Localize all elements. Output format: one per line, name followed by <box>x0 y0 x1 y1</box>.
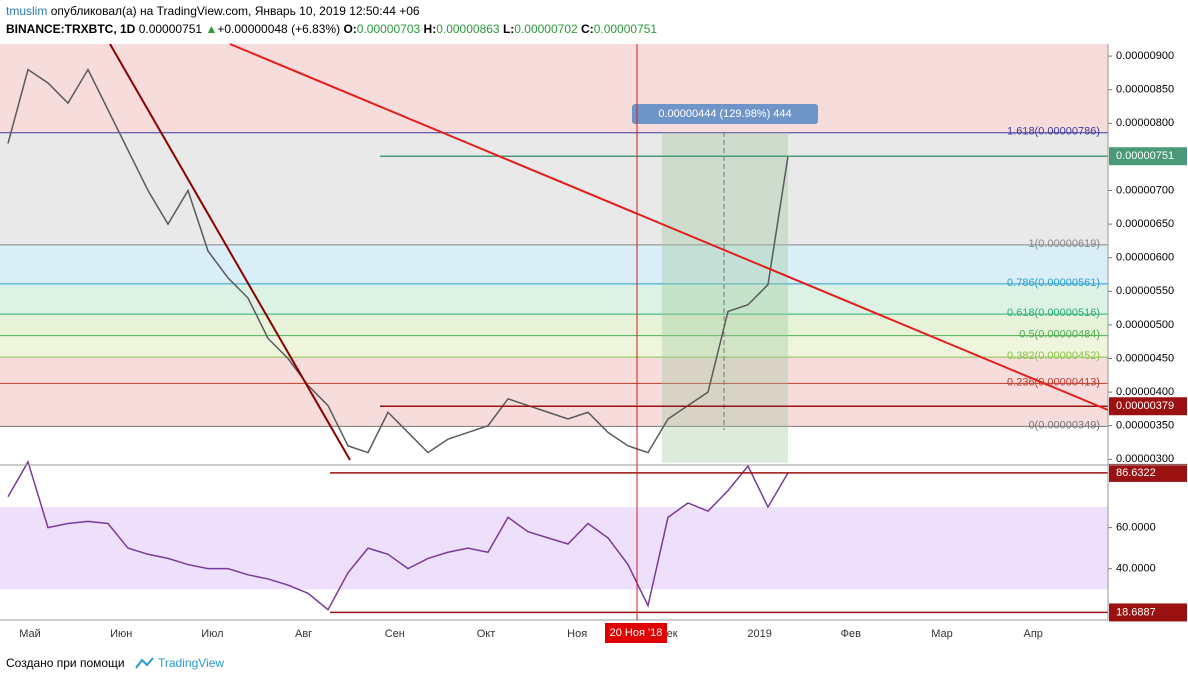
y-tick-label: 0.00000650 <box>1116 218 1174 230</box>
y-tick-label: 0.00000550 <box>1116 285 1174 297</box>
fib-band <box>0 44 1108 133</box>
x-tick-label: Ноя <box>567 628 587 640</box>
trend-line <box>109 43 351 461</box>
fib-band <box>0 244 1108 284</box>
fib-band <box>0 383 1108 427</box>
cursor-flag <box>605 623 667 643</box>
price-flag-label: 0.00000751 <box>1116 150 1174 162</box>
y-tick-label: 0.00000300 <box>1116 453 1174 465</box>
y-tick-label: 40.0000 <box>1116 563 1156 575</box>
y-tick-label: 0.00000450 <box>1116 352 1174 364</box>
x-tick-label: Фев <box>841 628 861 640</box>
x-tick-label: Май <box>19 628 41 640</box>
cursor-label: 20 Ноя '18 <box>610 627 663 639</box>
x-tick-label: 2019 <box>747 628 771 640</box>
x-tick-label: Окт <box>477 628 496 640</box>
trend-line <box>229 43 1109 411</box>
y-tick-label: 0.00000500 <box>1116 319 1174 331</box>
h: H: <box>424 22 437 36</box>
price-flag <box>1109 463 1187 482</box>
fib-band <box>0 132 1108 245</box>
x-tick-label: Авг <box>295 628 312 640</box>
price-flag <box>1109 147 1187 166</box>
price-flag <box>1109 397 1187 416</box>
x-tick-label: Мар <box>931 628 953 640</box>
footer-text: Создано при помощи <box>6 656 125 670</box>
y-tick-label: 0.00000900 <box>1116 50 1174 62</box>
symbol: BINANCE:TRXBTC, 1D <box>6 22 136 36</box>
price-pane: 1.618(0.00000786) 1(0.00000619) 0.786(0.00… <box>0 44 1187 465</box>
price-flag-label: 0.00000379 <box>1116 400 1174 412</box>
y-tick-label: 0.00000350 <box>1116 420 1174 432</box>
y-tick-label: 0.00000700 <box>1116 184 1174 196</box>
x-tick-label: Сен <box>385 628 405 640</box>
price-flag-label: 86.6322 <box>1116 467 1156 479</box>
low: 0.00000702 <box>514 22 578 36</box>
logo <box>135 657 154 669</box>
measure-box <box>632 104 818 124</box>
high: 0.00000863 <box>436 22 500 36</box>
fib-band <box>0 283 1108 315</box>
y-tick-label: 0.00000600 <box>1116 252 1174 264</box>
price-flag <box>1109 603 1187 622</box>
x-tick-label: Апр <box>1023 628 1042 640</box>
fib-band <box>0 314 1108 336</box>
fib-label: 0.5(0.00000484) <box>1019 329 1100 341</box>
y-tick-label: 0.00000400 <box>1116 386 1174 398</box>
published: опубликовал(а) на TradingView.com, Январ… <box>51 4 420 18</box>
price-line <box>7 460 789 611</box>
last: 0.00000751 <box>139 22 203 36</box>
open: 0.00000703 <box>357 22 421 36</box>
x-tick-label: Июл <box>201 628 223 640</box>
y-tick-label: 60.0000 <box>1116 522 1156 534</box>
header: BINANCE:TRXBTC, 1D 0.00000751 ▲+0.000000… <box>6 22 657 36</box>
c: C: <box>581 22 594 36</box>
fib-label: 1.618(0.00000786) <box>1007 126 1100 138</box>
rsi-pane: 60.0000 40.0000 86.6322 18.6887 <box>0 460 1187 622</box>
fib-band <box>0 335 1108 358</box>
y-tick-label: 0.00000850 <box>1116 84 1174 96</box>
o: O: <box>343 22 356 36</box>
measure-label: 0.00000444 (129.98%) 444 <box>658 108 791 120</box>
fib-label: 1(0.00000619) <box>1028 238 1100 250</box>
change: +0.00000048 (+6.83%) <box>217 22 340 36</box>
fib-label: 0.786(0.00000561) <box>1007 277 1100 289</box>
price-flag-label: 18.6887 <box>1116 606 1156 618</box>
fib-label: 0(0.00000349) <box>1028 419 1100 431</box>
fib-band <box>0 357 1108 384</box>
fib-label: 0.236(0.00000413) <box>1007 376 1100 388</box>
rsi-band <box>0 507 1108 590</box>
y-tick-label: 0.00000800 <box>1116 117 1174 129</box>
fib-label: 0.618(0.00000516) <box>1007 307 1100 319</box>
l: L: <box>503 22 514 36</box>
user: tmuslim <box>6 4 47 18</box>
header: tmuslim опубликовал(а) на TradingView.co… <box>6 4 420 18</box>
footer-brand: TradingView <box>158 656 224 670</box>
fib-label: 0.382(0.00000452) <box>1007 350 1100 362</box>
price-line <box>7 67 789 454</box>
x-tick-label: Июн <box>110 628 132 640</box>
up-arrow: ▲ <box>205 22 217 36</box>
measure-area <box>662 132 788 463</box>
close: 0.00000751 <box>594 22 658 36</box>
